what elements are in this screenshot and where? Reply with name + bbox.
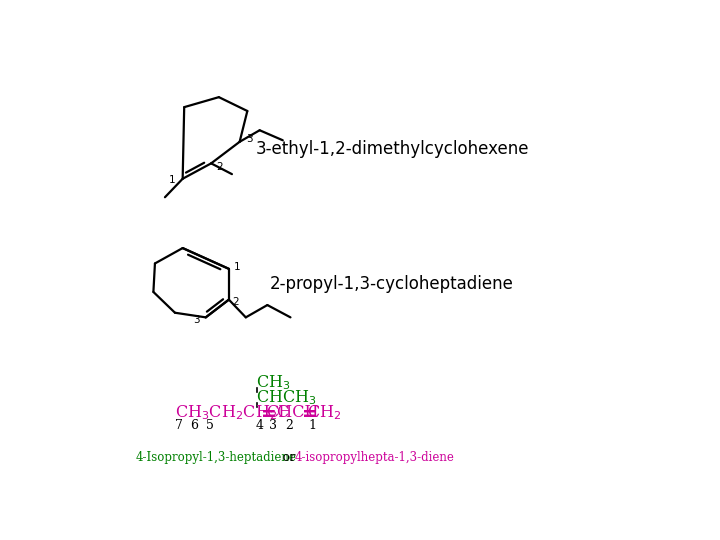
Text: 4-isopropylhepta-1,3-diene: 4-isopropylhepta-1,3-diene <box>294 451 454 464</box>
Text: $\mathbf{=}$: $\mathbf{=}$ <box>257 403 276 422</box>
Text: 3: 3 <box>269 420 276 433</box>
Text: CHCH$_3$: CHCH$_3$ <box>256 388 317 407</box>
Text: 6: 6 <box>190 420 198 433</box>
Text: 3: 3 <box>246 134 253 145</box>
Text: 2: 2 <box>285 420 293 433</box>
Text: 4: 4 <box>256 420 264 433</box>
Text: 4-Isopropyl-1,3-heptadiene: 4-Isopropyl-1,3-heptadiene <box>135 451 297 464</box>
Text: CHCH: CHCH <box>266 404 319 421</box>
Text: 2-propyl-1,3-cycloheptadiene: 2-propyl-1,3-cycloheptadiene <box>270 275 514 293</box>
Text: 1: 1 <box>234 261 241 272</box>
Text: 3: 3 <box>193 315 199 326</box>
Text: 7: 7 <box>175 420 183 433</box>
Text: 1: 1 <box>168 176 175 185</box>
Text: 1: 1 <box>308 420 316 433</box>
Text: CH$_3$CH$_2$CH$_2$C: CH$_3$CH$_2$CH$_2$C <box>175 403 290 422</box>
Text: or: or <box>279 451 300 464</box>
Text: 5: 5 <box>206 420 214 433</box>
Text: CH$_3$: CH$_3$ <box>256 374 290 392</box>
Text: $\mathbf{=}$: $\mathbf{=}$ <box>298 403 318 422</box>
Text: 3-ethyl-1,2-dimethylcyclohexene: 3-ethyl-1,2-dimethylcyclohexene <box>256 140 529 159</box>
Text: CH$_2$: CH$_2$ <box>307 403 342 422</box>
Text: 2: 2 <box>233 297 239 307</box>
Text: 2: 2 <box>217 162 223 172</box>
